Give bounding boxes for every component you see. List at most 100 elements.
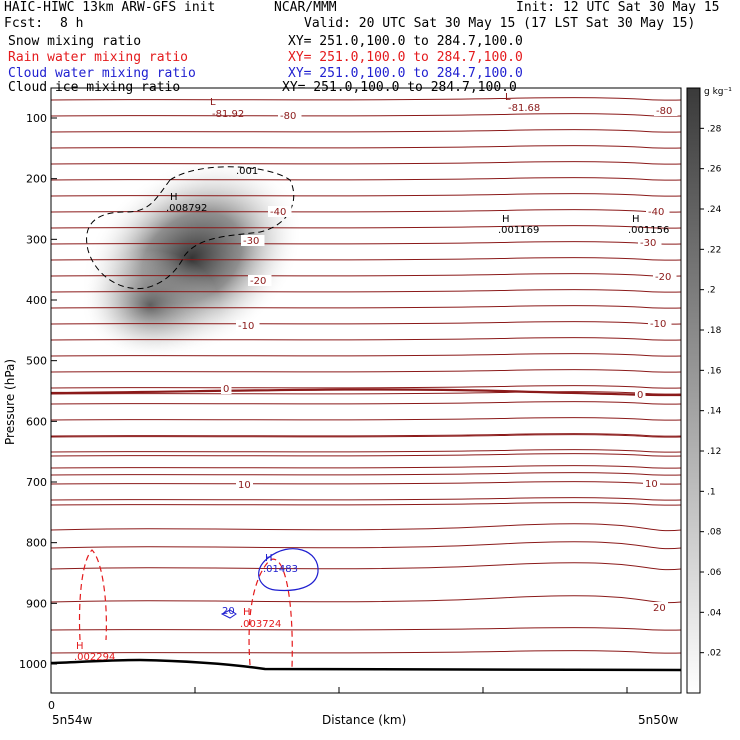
contour-label-background: [278, 110, 302, 121]
cloud-water-high-marker: H: [265, 553, 273, 564]
contour-label-background: [643, 478, 660, 489]
colorbar-tick-label: .06: [707, 568, 722, 578]
forecast-label: Fcst:: [4, 16, 44, 31]
isotherm-line: [51, 225, 681, 229]
colorbar-tick-label: .08: [707, 528, 722, 538]
isotherm-line: [51, 305, 681, 309]
y-tick-label: 900: [26, 597, 47, 610]
isotherm-label: 0: [223, 384, 229, 395]
isotherm-line: [51, 434, 681, 438]
colorbar-tick-label: .26: [707, 165, 722, 175]
extrema-labels: L -81.92 L -81.68 H .008792 H .001169 H …: [74, 92, 669, 663]
isotherm-label: 10: [645, 479, 658, 490]
colorbar-unit: g kg⁻¹: [704, 87, 732, 97]
y-tick-label: 1000: [19, 658, 47, 671]
isotherm-line: [51, 481, 681, 485]
field-xy-cloud-water: XY= 251.0,100.0 to 284.7,100.0: [288, 66, 523, 81]
x-axis-left-label: 5n54w: [52, 713, 93, 727]
temperature-contour-labels: -80 -80 -40 -40 -30 -30 -20 -20 -10 -10 0 0 10 10 20: [221, 105, 678, 614]
isotherm-line: [51, 113, 681, 117]
isotherm-line: [51, 209, 681, 213]
isotherm-line: [51, 177, 681, 181]
field-name-cloud-water: Cloud water mixing ratio: [8, 66, 196, 81]
contour-label-background: [241, 235, 265, 246]
contour-label-background: [646, 206, 670, 217]
org-label: NCAR/MMM: [274, 0, 337, 15]
contour-label-background: [268, 206, 292, 217]
temperature-contours: [51, 97, 681, 654]
isotherm-line: [51, 417, 681, 421]
chart-title: HAIC-HIWC 13km ARW-GFS init: [4, 0, 216, 15]
rain-high-marker-left: H: [76, 641, 84, 652]
isotherm-line: [51, 321, 681, 325]
rain-high-value-left: .002294: [74, 652, 115, 663]
cloud-water-contour: [258, 548, 319, 592]
rain-high-marker-mid: H: [243, 607, 251, 618]
cloud-water-contour-label: 20: [222, 606, 235, 617]
colorbar-tick-label: .1: [707, 487, 716, 497]
contour-label-background: [221, 383, 232, 394]
colorbar-tick-label: .2: [707, 286, 716, 296]
rain-high-value-mid: .003724: [240, 619, 281, 630]
isotherm-label: -30: [243, 236, 259, 247]
colorbar-ticks: .02 .04 .06 .08 .1 .12 .14 .16 .18 .2 .22 .24 .26 .28: [700, 124, 722, 659]
contour-label-background: [236, 320, 260, 331]
colorbar-tick-label: .02: [707, 649, 721, 659]
contour-label-background: [635, 389, 646, 400]
contour-label-background: [638, 237, 662, 248]
y-tick-label: 200: [26, 173, 47, 186]
field-xy-snow: XY= 251.0,100.0 to 284.7,100.0: [288, 34, 523, 49]
snow-shading-core: [80, 157, 304, 359]
y-tick-label: 500: [26, 355, 47, 368]
plot-frame: [50, 87, 682, 694]
snow-high-marker: H: [170, 192, 178, 203]
contour-label-background: [236, 479, 253, 490]
x-axis-origin: 0: [48, 699, 55, 712]
high-marker-a: H: [502, 214, 510, 225]
isotherm-line: [51, 145, 681, 149]
high-value-b: .001156: [628, 225, 669, 236]
isotherm-line: [51, 562, 681, 571]
contour-label-background: [648, 318, 672, 329]
isotherm-label: 20: [653, 603, 666, 614]
isotherm-line: [51, 257, 681, 261]
colorbar-tick-label: .28: [707, 124, 722, 134]
y-tick-label: 100: [26, 112, 47, 125]
isotherm-line: [51, 453, 681, 457]
isotherm-label: -40: [648, 207, 664, 218]
contour-label-background: [651, 602, 668, 613]
isotherm-line: [51, 497, 681, 501]
field-name-rain: Rain water mixing ratio: [8, 50, 189, 65]
contour-label-background: [653, 271, 677, 282]
isotherm-label: -40: [270, 207, 286, 218]
colorbar-tick-label: .24: [707, 205, 722, 215]
x-axis-title: Distance (km): [322, 713, 406, 727]
snow-contour-001: [86, 166, 295, 290]
cloud-water-small-contour: [220, 609, 237, 619]
isotherm-line: [51, 401, 681, 405]
y-axis-title: Pressure (hPa): [3, 359, 17, 445]
y-tick-label: 400: [26, 294, 47, 307]
colorbar-tick-label: .14: [707, 407, 722, 417]
isotherm-line: [51, 650, 681, 654]
isotherm-line: [51, 353, 681, 357]
snow-contour-label: .001: [236, 166, 258, 177]
terrain-line: [51, 658, 681, 672]
low-marker-2: L: [505, 92, 511, 103]
isotherm-line: [51, 129, 681, 133]
isotherm-line: [51, 502, 681, 506]
y-tick-label: 600: [26, 415, 47, 428]
isotherm-line: [51, 433, 681, 437]
contour-label-background: [654, 105, 678, 116]
colorbar: [686, 87, 701, 694]
rain-contour-left: [78, 549, 107, 641]
isotherm-line: [51, 472, 681, 476]
isotherm-label: -20: [250, 276, 266, 287]
isotherm-label: -30: [640, 238, 656, 249]
low-value-2: -81.68: [508, 103, 540, 114]
isotherm-line: [51, 193, 681, 197]
high-marker-b: H: [632, 214, 640, 225]
snow-high-value: .008792: [166, 203, 207, 214]
isotherm-line: [51, 523, 681, 532]
